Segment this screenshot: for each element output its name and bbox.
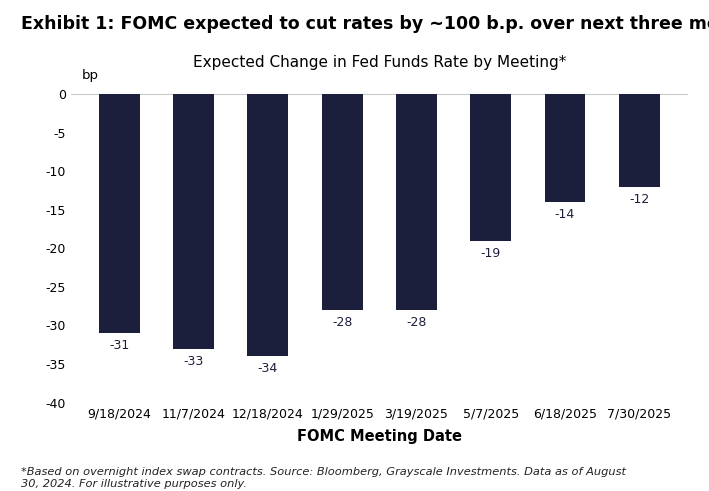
- Bar: [247, 94, 289, 356]
- Text: -12: -12: [629, 193, 649, 206]
- Bar: [396, 94, 437, 310]
- Text: bp: bp: [82, 69, 99, 82]
- Bar: [322, 94, 362, 310]
- Text: Exhibit 1: FOMC expected to cut rates by ~100 b.p. over next three meetings: Exhibit 1: FOMC expected to cut rates by…: [21, 15, 709, 33]
- Bar: [173, 94, 214, 349]
- Text: -28: -28: [406, 316, 427, 329]
- Text: -34: -34: [258, 362, 278, 376]
- X-axis label: FOMC Meeting Date: FOMC Meeting Date: [297, 429, 462, 444]
- Title: Expected Change in Fed Funds Rate by Meeting*: Expected Change in Fed Funds Rate by Mee…: [193, 55, 566, 70]
- Bar: [545, 94, 586, 202]
- Text: *Based on overnight index swap contracts. Source: Bloomberg, Grayscale Investmen: *Based on overnight index swap contracts…: [21, 467, 626, 489]
- Bar: [99, 94, 140, 333]
- Text: -19: -19: [481, 247, 501, 260]
- Text: -14: -14: [555, 208, 575, 221]
- Text: -31: -31: [109, 339, 130, 353]
- Bar: [470, 94, 511, 241]
- Text: -28: -28: [332, 316, 352, 329]
- Text: -33: -33: [184, 355, 203, 368]
- Bar: [619, 94, 659, 187]
